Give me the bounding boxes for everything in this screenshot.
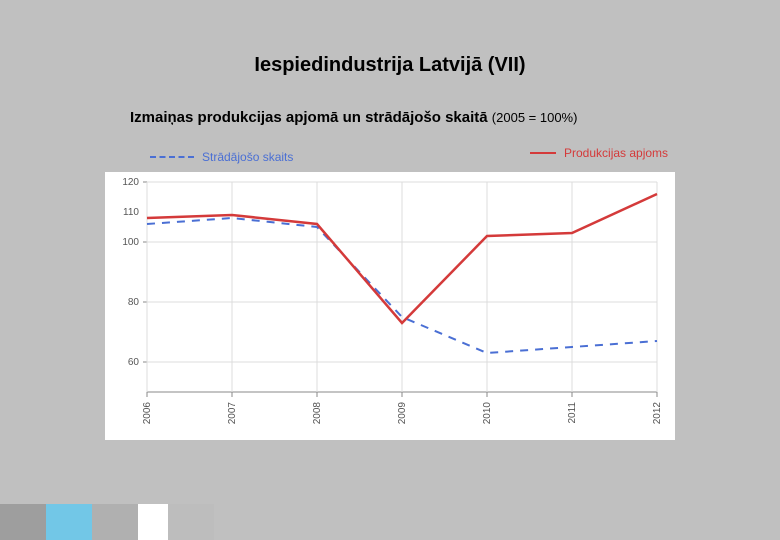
subtitle-suffix: (2005 = 100%) bbox=[492, 110, 578, 125]
footer-block bbox=[46, 504, 92, 540]
legend-swatch-dashed bbox=[150, 156, 194, 158]
legend-label-stradajoso: Strādājošo skaits bbox=[202, 150, 293, 164]
legend-item-stradajoso: Strādājošo skaits bbox=[150, 150, 293, 164]
legend-label-produkcijas: Produkcijas apjoms bbox=[564, 146, 668, 160]
svg-text:100: 100 bbox=[122, 237, 139, 248]
page-title: Iespiedindustrija Latvijā (VII) bbox=[0, 54, 780, 77]
footer-block bbox=[0, 504, 46, 540]
svg-text:120: 120 bbox=[122, 177, 139, 188]
svg-text:2010: 2010 bbox=[482, 402, 493, 425]
page-subtitle: Izmaiņas produkcijas apjomā un strādājoš… bbox=[130, 109, 577, 126]
svg-text:2007: 2007 bbox=[227, 402, 238, 425]
svg-text:2009: 2009 bbox=[397, 402, 408, 425]
line-chart: 60 80 100 120 110 2006 2007 2008 2009 2010 2011 201… bbox=[105, 172, 675, 440]
subtitle-main: Izmaiņas produkcijas apjomā un strādājoš… bbox=[130, 109, 488, 126]
svg-text:110: 110 bbox=[123, 207, 139, 218]
svg-text:2012: 2012 bbox=[652, 402, 663, 425]
footer-block bbox=[92, 504, 138, 540]
legend-swatch-solid bbox=[530, 152, 556, 154]
footer-color-blocks bbox=[0, 504, 214, 540]
svg-text:60: 60 bbox=[128, 357, 140, 368]
svg-text:2006: 2006 bbox=[142, 402, 153, 425]
legend-item-produkcijas: Produkcijas apjoms bbox=[530, 146, 668, 160]
svg-text:80: 80 bbox=[128, 297, 140, 308]
chart-svg: 60 80 100 120 110 2006 2007 2008 2009 2010 2011 201… bbox=[105, 172, 675, 440]
footer-block bbox=[138, 504, 168, 540]
svg-text:2008: 2008 bbox=[312, 402, 323, 425]
footer-block bbox=[168, 504, 214, 540]
svg-text:2011: 2011 bbox=[567, 402, 578, 424]
